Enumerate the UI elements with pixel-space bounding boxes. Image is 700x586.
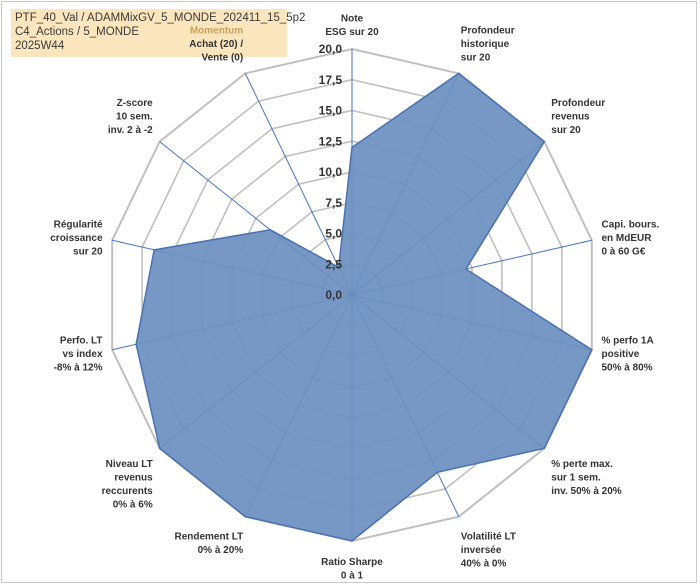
category-label-line: vs index <box>62 349 102 360</box>
category-label-line: % perfo 1A <box>601 335 653 346</box>
series-area <box>135 72 593 542</box>
category-label-line: positive <box>601 349 639 360</box>
category-label-line: Rendement LT <box>174 531 243 542</box>
category-label-line: inv. 50% à 20% <box>551 486 622 497</box>
category-label: Volatilité LT inversée 40% à 0% <box>461 531 516 569</box>
category-label-line: Profondeur <box>461 26 515 37</box>
category-label-line: 0% à 6% <box>113 500 153 511</box>
category-label-line: Ratio Sharpe <box>321 557 383 568</box>
radial-tick-label: 7,5 <box>325 196 342 210</box>
category-label-line: % perte max. <box>551 459 613 470</box>
category-label-line: 0% à 20% <box>198 545 244 556</box>
category-label-line: sur 1 sem. <box>551 473 601 484</box>
category-label: Note ESG sur 20 <box>325 14 379 39</box>
category-label-line: Régularité <box>54 220 103 231</box>
category-label-line: historique <box>461 39 510 50</box>
category-label: Capi. bours. en MdEUR 0 à 60 G€ <box>601 220 659 258</box>
category-label-line: 0 à 60 G€ <box>601 247 645 258</box>
category-label-line: croissance <box>50 233 103 244</box>
category-label-line: revenus <box>114 473 153 484</box>
category-label: % perte max. sur 1 sem. inv. 50% à 20% <box>551 459 622 497</box>
category-label-line: revenus <box>551 111 590 122</box>
category-label-line: reccurents <box>102 486 154 497</box>
radial-tick-label: 20,0 <box>319 42 343 56</box>
category-label-line: Volatilité LT <box>461 531 516 542</box>
category-label-line: Vente (0) <box>202 53 244 64</box>
category-label-line: Capi. bours. <box>601 220 659 231</box>
category-label-line: Note <box>341 14 364 25</box>
category-label: Momentum Achat (20) / Vente (0) <box>189 26 243 64</box>
category-label-line: Perfo. LT <box>60 335 103 346</box>
category-label-line: 40% à 0% <box>461 558 507 569</box>
radial-axis <box>244 73 353 296</box>
radial-tick-label: 10,0 <box>319 165 343 179</box>
radial-tick-label: 12,5 <box>319 134 343 148</box>
category-label-line: inversée <box>461 545 502 556</box>
category-label-line: en MdEUR <box>601 233 652 244</box>
label-layer: Note ESG sur 20 Profondeur historique sur 20… <box>50 14 659 582</box>
category-label: % perfo 1A positive 50% à 80% <box>601 335 653 373</box>
series-layer <box>135 72 593 542</box>
title-line-3: 2025W44 <box>15 40 65 52</box>
category-label: Profondeur revenus sur 20 <box>551 98 605 136</box>
category-label-line: 50% à 80% <box>601 362 652 373</box>
category-label-line: Niveau LT <box>106 459 153 470</box>
radial-tick-label: 0,0 <box>325 288 342 302</box>
tick-layer: 0,0 2,5 5,0 7,5 10,0 12,5 15,0 17,5 20,0 <box>319 42 343 302</box>
category-label-line: Achat (20) / <box>189 39 243 50</box>
category-label: Ratio Sharpe 0 à 1 <box>321 557 383 582</box>
category-label: Z-score 10 sem. inv. 2 à -2 <box>108 98 153 136</box>
category-label-line: Profondeur <box>551 98 605 109</box>
radial-tick-label: 5,0 <box>325 227 342 241</box>
radial-tick-label: 17,5 <box>319 73 343 87</box>
category-label: Perfo. LT vs index -8% à 12% <box>54 335 103 373</box>
category-label: Niveau LT revenus reccurents 0% à 6% <box>102 459 154 511</box>
category-label-line: sur 20 <box>551 125 581 136</box>
category-label-line: Momentum <box>190 26 243 37</box>
title-line-2: C4_Actions / 5_MONDE <box>15 26 139 38</box>
category-label-line: 0 à 1 <box>341 571 364 582</box>
category-label: Profondeur historique sur 20 <box>461 26 515 64</box>
category-label-line: sur 20 <box>73 247 103 258</box>
category-label-line: Z-score <box>117 98 154 109</box>
category-label: Régularité croissance sur 20 <box>50 220 103 258</box>
category-label-line: ESG sur 20 <box>325 27 379 38</box>
category-label-line: sur 20 <box>461 53 491 64</box>
title-line-1: PTF_40_Val / ADAMMixGV_5_MONDE_202411_15… <box>15 12 306 24</box>
radial-tick-label: 2,5 <box>325 257 342 271</box>
chart-title-box: PTF_40_Val / ADAMMixGV_5_MONDE_202411_15… <box>11 9 306 57</box>
category-label-line: 10 sem. <box>116 111 153 122</box>
category-label: Rendement LT 0% à 20% <box>174 531 243 556</box>
radial-tick-label: 15,0 <box>319 104 343 118</box>
category-label-line: inv. 2 à -2 <box>108 125 153 136</box>
category-label-line: -8% à 12% <box>54 362 103 373</box>
